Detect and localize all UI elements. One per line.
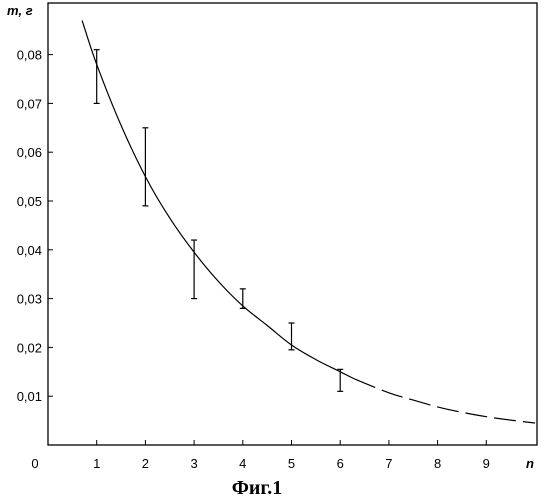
y-tick-label: 0,05	[17, 194, 42, 209]
x-tick-label: 8	[434, 456, 441, 471]
y-tick-label: 0,03	[17, 292, 42, 307]
error-bar-group	[94, 50, 344, 392]
origin-label: 0	[31, 456, 38, 471]
x-tick-label: 1	[93, 456, 100, 471]
y-tick-label: 0,07	[17, 96, 42, 111]
x-tick-label: 6	[337, 456, 344, 471]
x-tick-label: 4	[239, 456, 246, 471]
fit-curve-solid	[82, 20, 355, 379]
y-tick-label: 0,01	[17, 389, 42, 404]
plot-frame	[48, 3, 537, 445]
fit-curve-dashed	[355, 379, 535, 423]
x-axis-title: n	[526, 456, 534, 471]
x-tick-label: 5	[288, 456, 295, 471]
y-tick-label: 0,06	[17, 145, 42, 160]
x-tick-label: 2	[142, 456, 149, 471]
y-tick-label: 0,04	[17, 243, 42, 258]
x-tick-label: 3	[190, 456, 197, 471]
x-tick-label: 9	[483, 456, 490, 471]
x-tick-label: 7	[385, 456, 392, 471]
y-tick-label: 0,08	[17, 48, 42, 63]
figure-caption: Фиг.1	[232, 477, 283, 499]
y-axis-title: m, г	[7, 3, 33, 18]
y-tick-label: 0,02	[17, 340, 42, 355]
